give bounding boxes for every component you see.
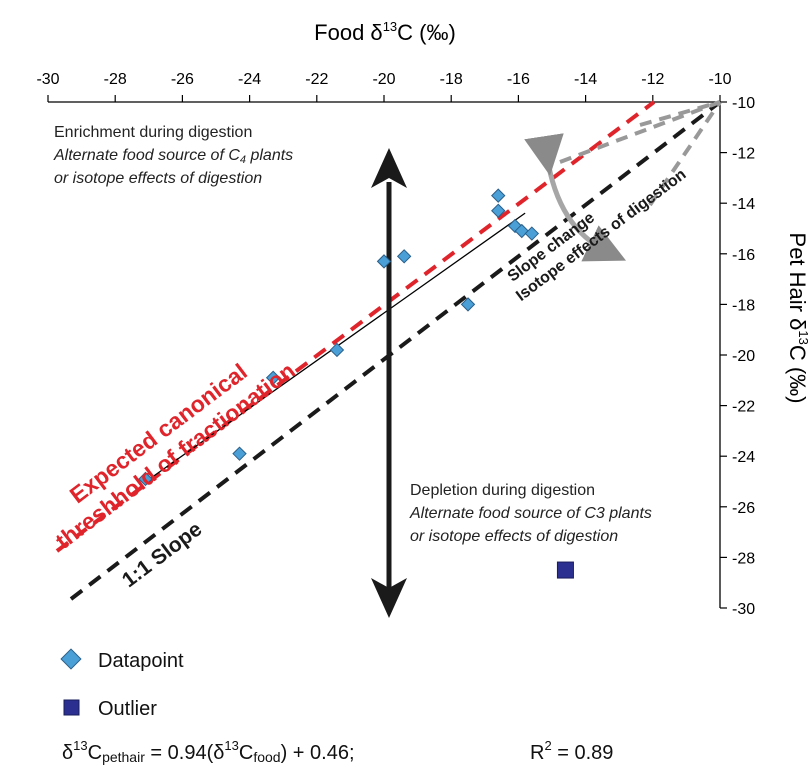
x-tick-label: -26 xyxy=(171,71,194,88)
datapoint-marker xyxy=(138,471,153,487)
outlier-marker xyxy=(556,561,574,579)
depletion-title: Depletion during digestion xyxy=(410,482,595,499)
y-axis-title-main: Pet Hair δ xyxy=(785,233,810,331)
y-axis-ticks: -10 -12 -14 -16 -18 -20 -22 -24 -26 -28 -30 xyxy=(720,95,755,618)
x-axis-title-main: Food δ xyxy=(314,20,383,45)
enrichment-annotation: Enrichment during digestion Alternate fo… xyxy=(53,124,293,187)
y-tick-label: -20 xyxy=(732,348,755,365)
datapoint-marker xyxy=(396,249,412,264)
y-axis: -10 -12 -14 -16 -18 -20 -22 -24 -26 -28 -30 Pet Ha… xyxy=(719,95,811,618)
x-tick-label: -20 xyxy=(372,71,395,88)
x-tick-label: -30 xyxy=(36,71,59,88)
vertical-arrow-head-up xyxy=(371,148,407,188)
x-tick-label: -22 xyxy=(305,71,328,88)
enrichment-title: Enrichment during digestion xyxy=(54,124,252,141)
vertical-double-arrow xyxy=(371,148,407,618)
y-tick-label: -22 xyxy=(732,399,755,416)
y-tick-label: -30 xyxy=(732,601,755,618)
datapoint-marker xyxy=(329,342,345,358)
x-axis-ticks: -30 -28 -26 -24 -22 -20 -18 -16 -14 -12 -10 xyxy=(36,71,732,102)
datapoint-marker xyxy=(491,203,506,218)
x-tick-label: -16 xyxy=(507,71,530,88)
depletion-line2: or isotope effects of digestion xyxy=(410,528,618,545)
x-tick-label: -14 xyxy=(574,71,597,88)
datapoint-marker xyxy=(376,254,392,269)
x-tick-label: -12 xyxy=(641,71,664,88)
y-tick-label: -28 xyxy=(732,550,755,567)
y-tick-label: -24 xyxy=(732,449,755,466)
slope-change-arrow xyxy=(524,133,627,262)
y-tick-label: -26 xyxy=(732,500,755,517)
datapoint-marker xyxy=(460,297,476,312)
canonical-label-line2: threshhold of fractionation xyxy=(51,357,300,554)
data-points xyxy=(138,188,574,579)
datapoint-marker xyxy=(491,188,506,203)
x-tick-label: -28 xyxy=(104,71,127,88)
x-axis: Food δ13C (‰) -30 -28 -26 -24 -22 -20 -18 -16 -1… xyxy=(36,19,732,103)
x-tick-label: -10 xyxy=(708,71,731,88)
vertical-arrow-head-down xyxy=(371,578,407,618)
r-squared: R2 = 0.89 xyxy=(530,738,613,764)
y-tick-label: -14 xyxy=(732,196,755,213)
slope-change-dash-2 xyxy=(639,100,721,127)
y-tick-label: -16 xyxy=(732,247,755,264)
y-tick-label: -12 xyxy=(732,146,755,163)
depletion-line1: Alternate food source of C3 plants xyxy=(409,505,652,522)
slope-change-dash-1 xyxy=(559,100,721,164)
enrichment-line2: or isotope effects of digestion xyxy=(54,170,262,187)
datapoint-marker xyxy=(265,370,281,385)
datapoint-marker xyxy=(514,223,529,239)
legend-outlier-marker xyxy=(63,699,80,716)
legend-datapoint-marker xyxy=(60,648,82,670)
slope-change-dash-3 xyxy=(648,100,722,207)
depletion-annotation: Depletion during digestion Alternate foo… xyxy=(409,482,652,545)
datapoint-marker xyxy=(232,446,247,461)
datapoint-marker xyxy=(524,226,540,241)
legend-outlier-label: Outlier xyxy=(98,698,157,720)
y-tick-label: -10 xyxy=(732,95,755,112)
y-axis-title: Pet Hair δ13C (‰) xyxy=(785,233,811,404)
legend-datapoint-label: Datapoint xyxy=(98,650,184,672)
x-axis-title-tail: C (‰) xyxy=(397,20,456,45)
x-axis-title: Food δ13C (‰) xyxy=(314,19,456,45)
enrichment-line1: Alternate food source of C4 plants xyxy=(53,147,293,166)
x-axis-title-sup: 13 xyxy=(383,19,397,34)
y-tick-label: -18 xyxy=(732,297,755,314)
legend: Datapoint Outlier xyxy=(60,648,184,720)
x-tick-label: -24 xyxy=(238,71,261,88)
y-axis-title-sup: 13 xyxy=(796,330,811,344)
y-axis-title-tail: C (‰) xyxy=(785,345,810,404)
canonical-label: Expected canonical threshhold of fractio… xyxy=(51,357,300,554)
slope-change-lines xyxy=(559,100,722,207)
regression-equation: δ13Cpethair = 0.94(δ13Cfood) + 0.46; xyxy=(62,738,355,765)
x-tick-label: -18 xyxy=(440,71,463,88)
